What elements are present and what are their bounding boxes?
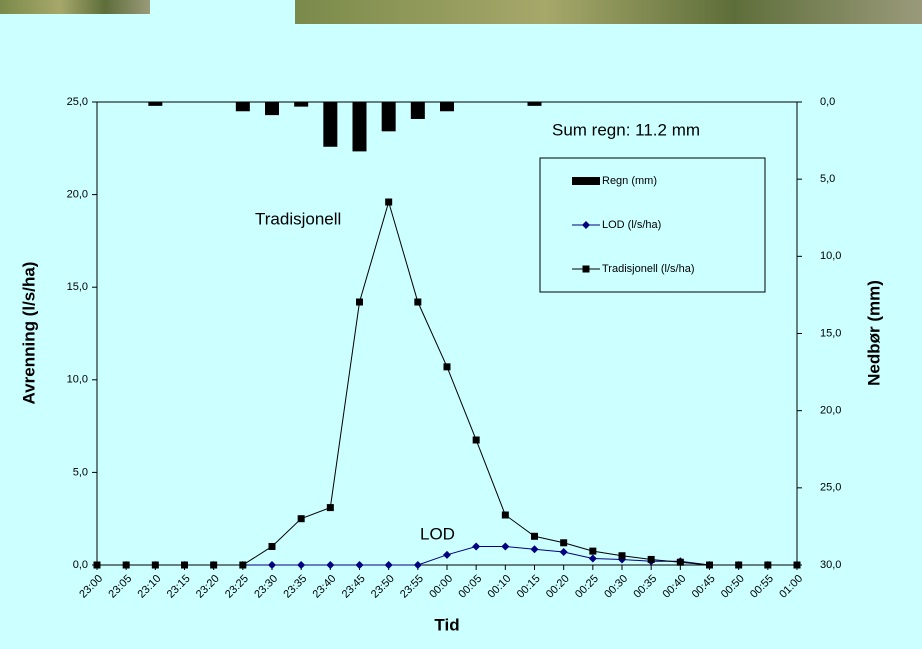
point bbox=[356, 561, 364, 569]
photo-strip bbox=[295, 0, 922, 24]
x-tick-label: 00:15 bbox=[515, 573, 543, 601]
point bbox=[794, 562, 801, 569]
point bbox=[123, 562, 130, 569]
point bbox=[501, 542, 509, 550]
point bbox=[473, 436, 480, 443]
bar bbox=[294, 102, 308, 107]
y-tick-label: 5,0 bbox=[73, 466, 88, 478]
x-tick-label: 00:00 bbox=[427, 573, 455, 601]
x-tick-label: 23:40 bbox=[311, 573, 339, 601]
annotation: Sum regn: 11.2 mm bbox=[552, 120, 700, 139]
y2-tick-label: 15,0 bbox=[820, 327, 841, 339]
point bbox=[414, 561, 422, 569]
bar bbox=[353, 102, 367, 151]
legend-swatch bbox=[572, 177, 600, 185]
point bbox=[385, 561, 393, 569]
point bbox=[181, 562, 188, 569]
x-tick-label: 23:15 bbox=[165, 573, 193, 601]
point bbox=[560, 548, 568, 556]
point bbox=[735, 562, 742, 569]
point bbox=[619, 552, 626, 559]
point bbox=[764, 562, 771, 569]
point bbox=[531, 545, 539, 553]
x-tick-label: 00:50 bbox=[719, 573, 747, 601]
x-tick-label: 23:10 bbox=[136, 573, 164, 601]
point bbox=[385, 199, 392, 206]
y2-tick-label: 25,0 bbox=[820, 482, 841, 494]
point bbox=[297, 561, 305, 569]
x-tick-label: 23:45 bbox=[340, 573, 368, 601]
x-tick-label: 23:25 bbox=[223, 573, 251, 601]
y-tick-label: 15,0 bbox=[67, 281, 88, 293]
y2-tick-label: 30,0 bbox=[820, 559, 841, 571]
y-tick-label: 25,0 bbox=[67, 96, 88, 108]
x-tick-label: 23:35 bbox=[281, 573, 309, 601]
x-tick-label: 23:05 bbox=[106, 573, 134, 601]
annotation: LOD bbox=[420, 524, 455, 543]
point bbox=[560, 539, 567, 546]
point bbox=[706, 562, 713, 569]
point bbox=[268, 561, 276, 569]
point bbox=[152, 562, 159, 569]
point bbox=[356, 299, 363, 306]
x-tick-label: 00:30 bbox=[602, 573, 630, 601]
y-tick-label: 10,0 bbox=[67, 374, 88, 386]
x-axis-title: Tid bbox=[434, 615, 459, 634]
bar bbox=[265, 102, 279, 115]
annotation: Tradisjonell bbox=[255, 209, 341, 228]
point bbox=[414, 299, 421, 306]
bar bbox=[323, 102, 337, 147]
x-tick-label: 00:45 bbox=[690, 573, 718, 601]
y2-tick-label: 5,0 bbox=[820, 173, 835, 185]
y2-tick-label: 0,0 bbox=[820, 96, 835, 108]
bar bbox=[411, 102, 425, 119]
point bbox=[502, 511, 509, 518]
point bbox=[677, 559, 684, 566]
bar bbox=[236, 102, 250, 111]
x-tick-label: 23:00 bbox=[77, 573, 105, 601]
chart: Sum regn: 11.2 mm Tradisjonell LOD Tid A… bbox=[0, 0, 922, 649]
y2-axis-title: Nedbør (mm) bbox=[864, 280, 883, 386]
y2-tick-label: 20,0 bbox=[820, 405, 841, 417]
y2-tick-label: 10,0 bbox=[820, 250, 841, 262]
x-tick-label: 23:55 bbox=[398, 573, 426, 601]
y-tick-label: 20,0 bbox=[67, 189, 88, 201]
bar bbox=[148, 102, 162, 106]
y-tick-label: 0,0 bbox=[73, 559, 88, 571]
x-tick-label: 23:20 bbox=[194, 573, 222, 601]
point bbox=[648, 556, 655, 563]
x-tick-label: 00:55 bbox=[748, 573, 776, 601]
point bbox=[298, 515, 305, 522]
y-axis-title: Avrenning (l/s/ha) bbox=[19, 262, 38, 405]
x-tick-label: 23:30 bbox=[252, 573, 280, 601]
bar bbox=[528, 102, 542, 106]
bar bbox=[382, 102, 396, 131]
legend-label: LOD (l/s/ha) bbox=[602, 219, 661, 231]
point bbox=[94, 562, 101, 569]
point bbox=[269, 543, 276, 550]
legend-label: Regn (mm) bbox=[602, 175, 657, 187]
point bbox=[443, 551, 451, 559]
bar bbox=[440, 102, 454, 111]
x-tick-label: 00:20 bbox=[544, 573, 572, 601]
point bbox=[210, 562, 217, 569]
point bbox=[531, 533, 538, 540]
point bbox=[327, 504, 334, 511]
point bbox=[589, 548, 596, 555]
point bbox=[326, 561, 334, 569]
photo-strip bbox=[0, 0, 150, 14]
x-tick-label: 00:25 bbox=[573, 573, 601, 601]
point bbox=[589, 555, 597, 563]
x-tick-label: 00:10 bbox=[486, 573, 514, 601]
x-tick-label: 23:50 bbox=[369, 573, 397, 601]
x-tick-label: 00:05 bbox=[456, 573, 484, 601]
x-tick-label: 00:35 bbox=[631, 573, 659, 601]
point bbox=[239, 562, 246, 569]
x-tick-label: 01:00 bbox=[777, 573, 805, 601]
x-tick-label: 00:40 bbox=[661, 573, 689, 601]
legend-marker bbox=[583, 266, 590, 273]
point bbox=[444, 363, 451, 370]
legend-label: Tradisjonell (l/s/ha) bbox=[602, 263, 695, 275]
point bbox=[472, 542, 480, 550]
